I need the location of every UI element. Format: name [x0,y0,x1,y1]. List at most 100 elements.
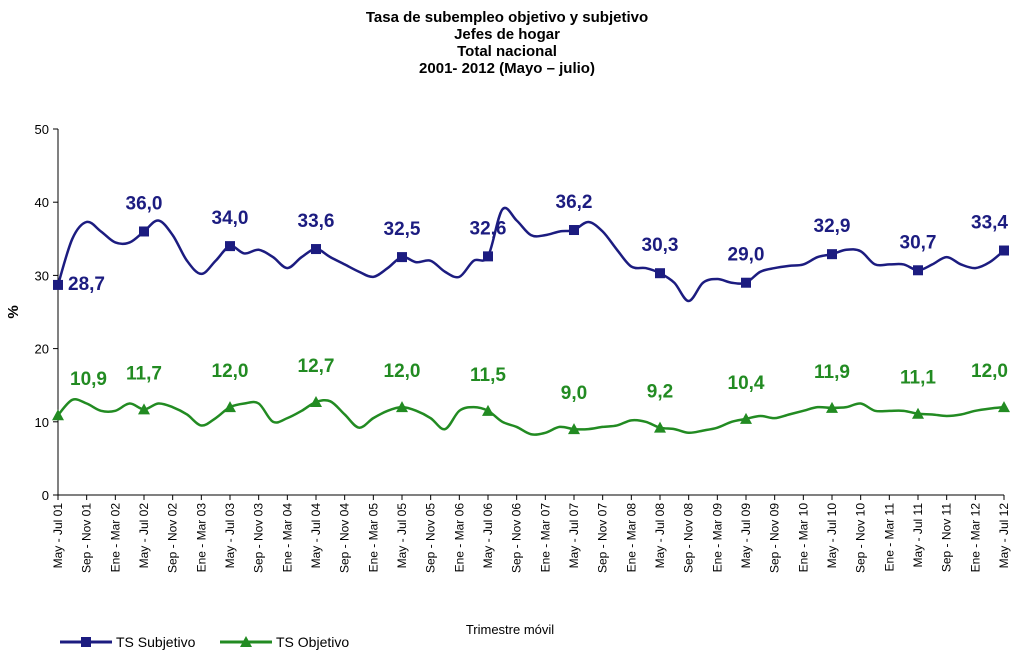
data-label: 11,1 [900,368,936,389]
x-tick-label: Ene - Mar 09 [710,503,724,573]
marker [568,423,580,435]
marker [569,225,579,236]
data-label: 28,7 [68,274,105,295]
x-tick-label: Ene - Mar 02 [108,503,122,573]
marker [224,401,236,413]
x-tick-label: May - Jul 03 [223,503,237,569]
data-label: 33,4 [971,213,1008,234]
x-tick-label: Ene - Mar 07 [538,503,552,573]
x-tick-label: Sep - Nov 03 [252,503,266,573]
x-tick-label: Sep - Nov 01 [80,503,94,573]
marker [483,251,493,262]
data-label: 32,9 [814,216,851,237]
data-label: 11,7 [126,363,162,384]
marker [654,421,666,433]
y-tick-label: 10 [35,415,49,430]
y-tick-label: 20 [35,342,49,357]
marker [826,401,838,413]
chart-subtitle: Total nacional [457,43,557,60]
data-label: 12,0 [212,361,249,382]
marker [138,403,150,415]
data-label: 36,2 [556,192,593,213]
marker [240,636,252,647]
data-label: 12,0 [971,361,1008,382]
x-tick-label: May - Jul 06 [481,503,495,569]
marker [999,245,1009,256]
data-label: 9,2 [647,382,673,403]
x-tick-label: May - Jul 11 [911,503,925,568]
marker [52,409,64,421]
data-label: 36,0 [126,193,163,214]
x-tick-label: Ene - Mar 11 [882,503,896,572]
data-label: 12,0 [384,361,421,382]
y-axis-title: % [5,305,22,318]
x-tick-label: Sep - Nov 08 [682,503,696,573]
x-tick-label: May - Jul 07 [567,503,581,569]
series-line [57,398,1005,436]
y-tick-label: 30 [35,268,49,283]
data-label: 32,6 [470,218,507,239]
x-tick-label: May - Jul 12 [997,503,1011,569]
marker [998,401,1010,413]
x-tick-label: Sep - Nov 05 [424,503,438,573]
y-tick-label: 50 [35,122,49,137]
x-tick-label: Ene - Mar 12 [968,503,982,573]
x-tick-label: Ene - Mar 10 [796,503,810,573]
x-tick-label: May - Jul 09 [739,503,753,569]
data-label: 34,0 [212,208,249,229]
x-tick-label: May - Jul 10 [825,503,839,569]
x-tick-label: Ene - Mar 03 [194,503,208,573]
y-tick-label: 0 [42,488,49,503]
marker [397,252,407,263]
marker [827,249,837,260]
marker [311,244,321,255]
marker [740,412,752,424]
marker [53,279,63,290]
data-label: 12,7 [298,356,335,377]
x-tick-label: May - Jul 08 [653,503,667,569]
x-tick-label: Sep - Nov 11 [940,503,954,572]
data-label: 30,3 [642,235,679,256]
x-tick-label: Ene - Mar 04 [280,503,294,573]
marker [913,265,923,276]
data-label: 11,9 [814,362,850,383]
data-label: 10,9 [70,369,107,390]
data-label: 29,0 [728,245,765,266]
legend-label: TS Objetivo [276,634,349,650]
y-tick-label: 40 [35,195,49,210]
x-tick-label: Sep - Nov 04 [338,503,352,573]
series-line [56,206,1005,303]
x-tick-label: Sep - Nov 02 [166,503,180,573]
marker [655,268,665,279]
legend-label: TS Subjetivo [116,634,196,650]
marker [310,396,322,408]
marker [741,277,751,288]
x-tick-label: May - Jul 02 [137,503,151,569]
data-label: 11,5 [470,365,506,386]
x-tick-label: Ene - Mar 08 [624,503,638,573]
data-label: 9,0 [561,383,587,404]
x-tick-label: Sep - Nov 07 [596,503,610,573]
x-tick-label: Ene - Mar 05 [366,503,380,573]
data-label: 33,6 [298,211,335,232]
x-tick-label: Sep - Nov 06 [510,503,524,573]
marker [225,241,235,252]
x-tick-label: May - Jul 05 [395,503,409,569]
data-label: 10,4 [728,373,765,394]
data-label: 32,5 [384,219,421,240]
marker [81,637,91,647]
chart-title: Tasa de subempleo objetivo y subjetivo [366,9,648,26]
marker [139,226,149,237]
x-axis-title: Trimestre móvil [466,622,554,637]
x-tick-label: Sep - Nov 10 [854,503,868,573]
x-tick-label: May - Jul 01 [51,503,65,569]
chart-subtitle: Jefes de hogar [454,26,560,43]
marker [912,407,924,419]
x-tick-label: Sep - Nov 09 [768,503,782,573]
data-label: 30,7 [900,232,937,253]
chart-subtitle: 2001- 2012 (Mayo – julio) [419,60,595,77]
marker [396,401,408,413]
x-tick-label: Ene - Mar 06 [452,503,466,573]
marker [482,404,494,416]
